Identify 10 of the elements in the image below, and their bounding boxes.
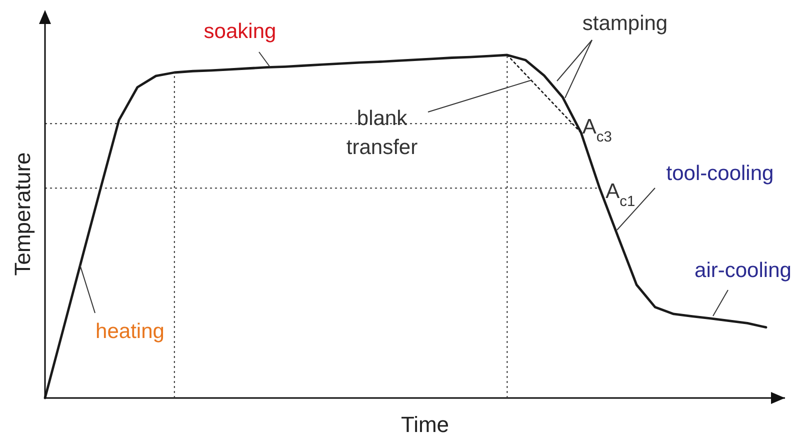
ref-line-label: A$_{c1}$: [606, 180, 636, 210]
annotation: heating: [96, 320, 164, 343]
y-axis-title: Temperature: [10, 152, 35, 276]
annotation: tool-cooling: [666, 162, 774, 185]
annotation: blank transfer: [346, 107, 418, 159]
ref-line-label: A$_{c3}$: [582, 116, 612, 146]
x-axis-title: Time: [400, 412, 450, 436]
annotation: air-cooling: [694, 259, 792, 282]
text: soaking: [204, 20, 276, 43]
text: stamping: [582, 12, 668, 35]
